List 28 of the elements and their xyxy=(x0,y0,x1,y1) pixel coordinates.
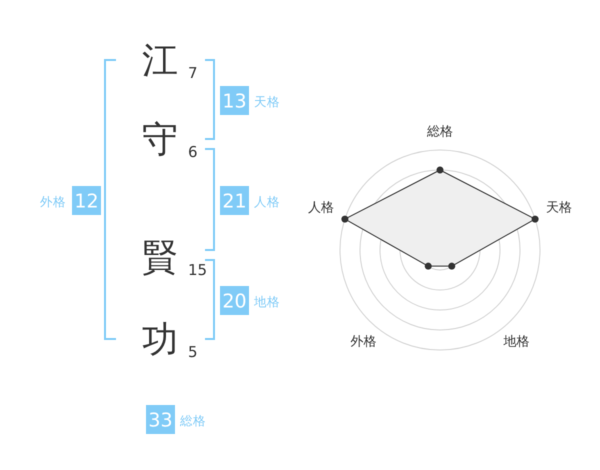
category: 人格 xyxy=(254,194,280,209)
data-label: 33 xyxy=(148,410,173,432)
value-label: 12 xyxy=(72,186,101,215)
category: 江 xyxy=(142,40,178,82)
data-label: 21 xyxy=(222,190,247,212)
value-label: 21 xyxy=(220,186,249,215)
category: 人格 xyxy=(308,200,334,216)
data-label: 20 xyxy=(222,290,247,312)
category: 天格 xyxy=(546,200,572,216)
category: 外格 xyxy=(40,194,66,209)
value-label: 13 xyxy=(220,86,249,115)
value-label: 20 xyxy=(220,286,249,315)
category: 天格 xyxy=(254,94,280,109)
data-label: 12 xyxy=(74,190,99,212)
value-label: 15 xyxy=(188,261,208,279)
category: 地格 xyxy=(503,334,530,350)
category: 総格 xyxy=(180,413,206,428)
value-label: 6 xyxy=(188,143,198,161)
category: 地格 xyxy=(254,294,280,309)
category: 守 xyxy=(142,120,178,160)
data-label: 13 xyxy=(222,90,247,112)
value-label: 33 xyxy=(146,405,175,434)
category: 賢 xyxy=(142,238,178,278)
value-label: 7 xyxy=(188,64,198,82)
category: 総格 xyxy=(427,124,453,140)
value-label: 5 xyxy=(188,343,198,361)
category: 外格 xyxy=(350,334,377,350)
category: 功 xyxy=(142,320,178,360)
